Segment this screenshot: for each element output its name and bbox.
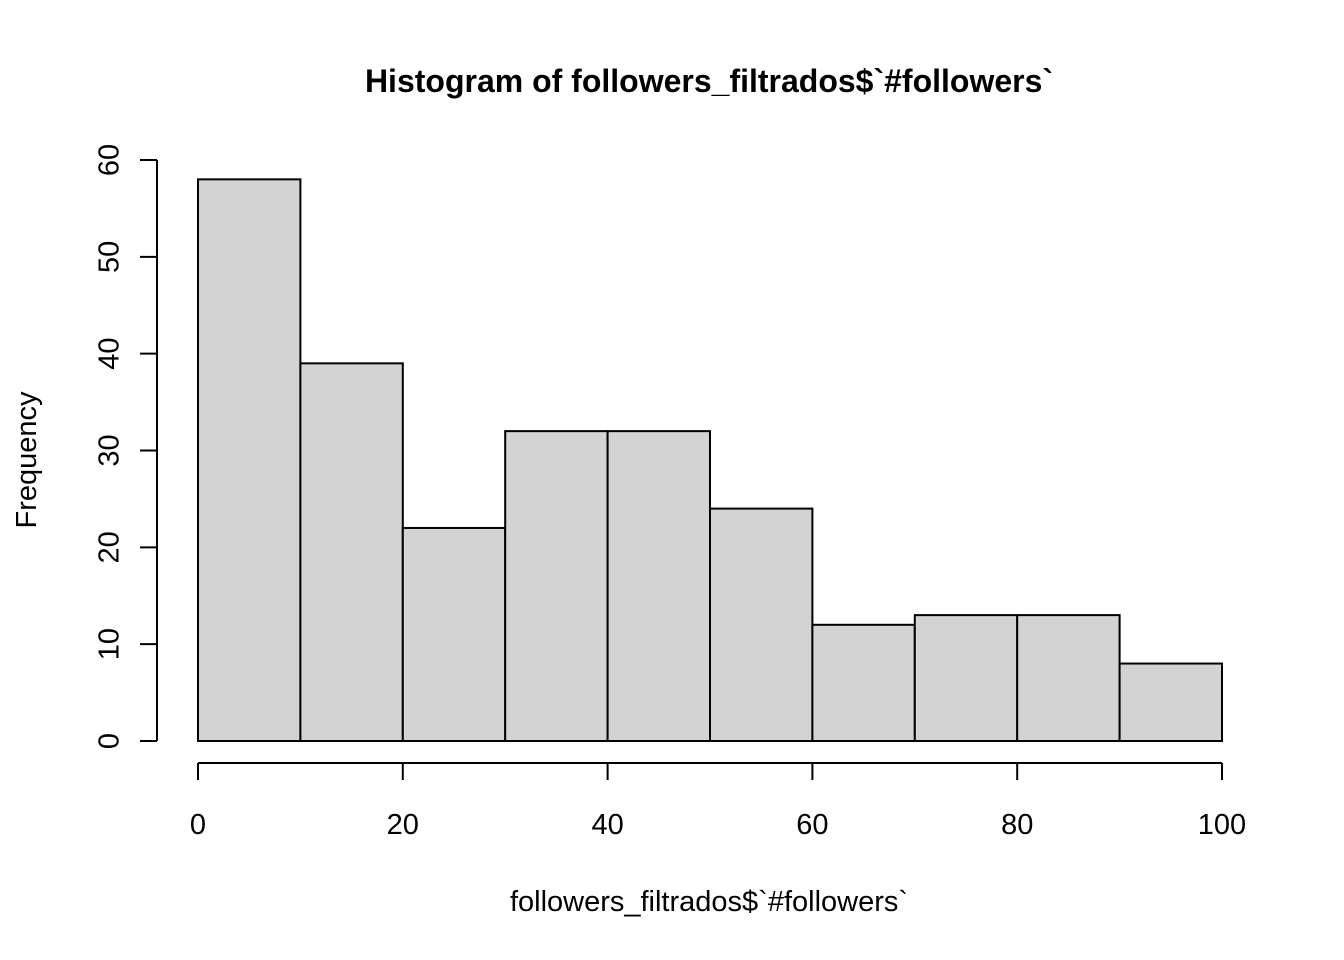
bar [913,614,1019,742]
bar [709,507,814,742]
y-tick-label: 30 [94,434,126,466]
y-tick-label: 0 [94,733,126,749]
y-tick-label: 60 [94,144,126,176]
bar [401,526,507,743]
bar [1016,614,1121,742]
bar [197,178,302,743]
bar [1118,662,1223,742]
x-tick-label: 40 [591,809,623,841]
x-tick-label: 0 [190,809,206,841]
x-tick-label: 20 [387,809,419,841]
y-tick-label: 40 [94,338,126,370]
x-axis-label: followers_filtrados$`#followers` [510,886,908,918]
x-tick-label: 100 [1198,809,1246,841]
bar [811,623,916,742]
x-tick-label: 80 [1001,809,1033,841]
bar [606,430,711,742]
x-tick-label: 60 [796,809,828,841]
y-axis-label: Frequency [11,391,43,529]
chart-title: Histogram of followers_filtrados$`#follo… [365,63,1053,99]
bar [504,430,609,742]
y-tick-label: 20 [94,531,126,563]
bar [299,362,404,742]
y-tick-label: 50 [94,241,126,273]
y-tick-label: 10 [94,628,126,660]
